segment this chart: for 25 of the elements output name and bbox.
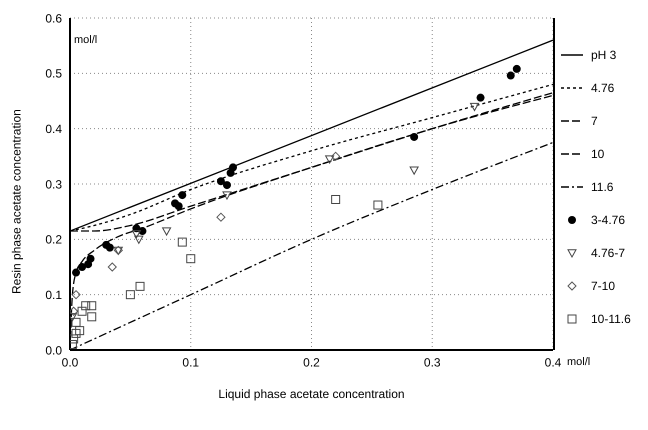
x-tick-label: 0.1 [182, 356, 200, 370]
legend-label: 10-11.6 [591, 312, 631, 326]
x-tick-label: 0.3 [424, 356, 441, 370]
x-axis-title: Liquid phase acetate concentration [218, 387, 405, 401]
y-tick-label: 0.0 [45, 343, 62, 358]
annotation: mol/l [74, 34, 98, 46]
legend-label: 3-4.76 [591, 212, 626, 226]
legend-label: 7 [591, 114, 598, 128]
y-tick-label: 0.5 [45, 66, 62, 81]
y-axis-title: Resin phase acetate concentration [9, 109, 24, 294]
legend-label: 4.76 [591, 80, 614, 94]
y-tick-label: 0.6 [45, 11, 62, 26]
legend-label: 7-10 [591, 278, 616, 292]
legend-label: pH 3 [591, 48, 616, 62]
legend-label: 10 [591, 146, 604, 160]
legend-label: 4.76-7 [591, 246, 626, 260]
y-tick-label: 0.4 [45, 122, 62, 136]
legend-label: 11.6 [591, 180, 614, 194]
y-tick-label: 0.2 [45, 232, 62, 247]
y-tick-label: 0.3 [45, 177, 62, 192]
text: mol/l [567, 356, 590, 368]
x-tick-label: 0.4 [544, 356, 562, 370]
x-tick-label: 0.0 [62, 356, 79, 370]
x-tick-label: 0.2 [303, 356, 320, 370]
y-tick-label: 0.1 [45, 288, 62, 302]
